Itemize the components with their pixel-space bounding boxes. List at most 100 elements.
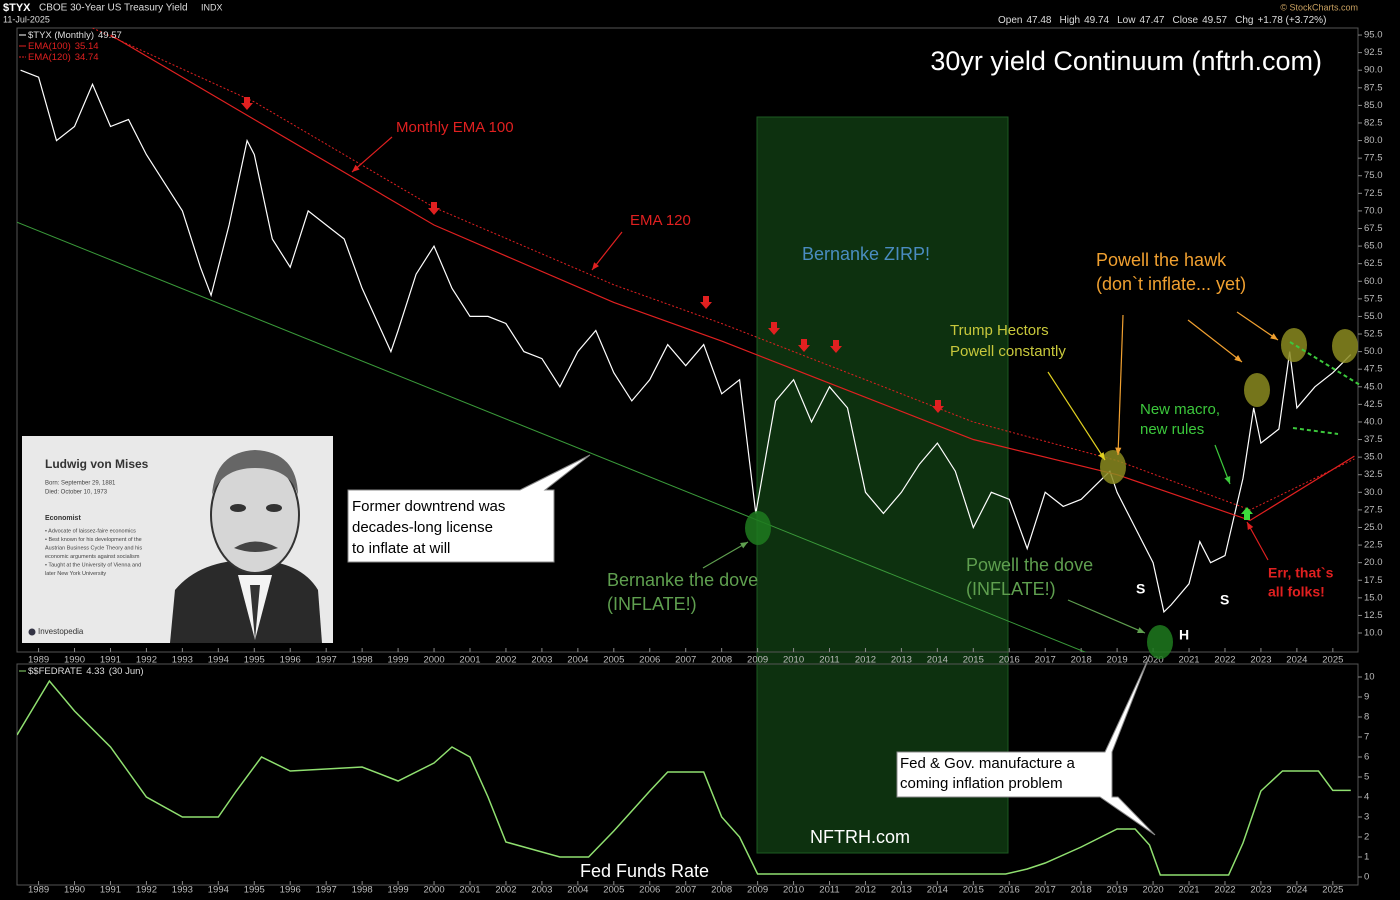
y-tick-label: 9 [1364, 692, 1369, 703]
brand-icon [28, 628, 36, 636]
highlight [1332, 329, 1358, 363]
pointer-head [1224, 476, 1231, 484]
pointer-head [352, 164, 360, 172]
pointer-head [740, 542, 748, 549]
legend-entry: EMA(100) 35.14 [28, 41, 99, 52]
annotation: EMA 120 [630, 212, 691, 229]
x-tick-label: 2015 [963, 655, 984, 666]
x-tick-label: 2010 [783, 885, 804, 896]
x-tick-label: 2020 [1143, 885, 1164, 896]
x-tick-label: 2004 [567, 655, 588, 666]
down-arrow [428, 202, 440, 215]
series-line [17, 679, 1351, 876]
y-tick-label: 15.0 [1364, 592, 1383, 603]
y-tick-label: 85.0 [1364, 100, 1383, 111]
portrait-eye [230, 504, 246, 512]
y-tick-label: 27.5 [1364, 504, 1383, 515]
x-tick-label: 1992 [136, 655, 157, 666]
y-tick-label: 52.5 [1364, 329, 1383, 340]
quote-value: 47.48 [1026, 15, 1051, 26]
fed-frame [16, 663, 1359, 886]
annotation: H [1179, 627, 1189, 643]
x-tick-label: 1989 [28, 885, 49, 896]
down-arrow [241, 97, 253, 110]
x-tick-label: 2013 [891, 655, 912, 666]
quote-value: 49.57 [1202, 15, 1227, 26]
pointer-head [1247, 522, 1254, 530]
legend-entry: $$FEDRATE 4.33 (30 Jun) [28, 666, 144, 677]
annotation: S [1136, 581, 1145, 597]
annotation: Err, that`s [1268, 565, 1334, 581]
y-tick-label: 22.5 [1364, 540, 1383, 551]
x-tick-label: 2005 [603, 655, 624, 666]
x-tick-label: 2021 [1178, 655, 1199, 666]
x-tick-label: 2007 [675, 655, 696, 666]
legend-name: EMA(100) [28, 41, 71, 52]
pointer-line [351, 136, 393, 173]
x-tick-label: 2006 [639, 885, 660, 896]
quote-value: 49.74 [1084, 15, 1109, 26]
x-tick-label: 1990 [64, 655, 85, 666]
y-tick-label: 35.0 [1364, 452, 1383, 463]
down-arrow [700, 296, 712, 309]
y-tick-label: 12.5 [1364, 610, 1383, 621]
pointer-line [1047, 371, 1106, 461]
x-tick-label: 1996 [280, 655, 301, 666]
annotation: Trump Hectors [950, 322, 1049, 339]
legend-entry: $TYX (Monthly) 49.57 [28, 30, 122, 41]
pointer-head [1270, 333, 1278, 340]
annotation: Former downtrend was [352, 498, 505, 515]
highlight [1281, 328, 1307, 362]
annotation: Powell constantly [950, 343, 1066, 360]
x-tick-label: 1997 [316, 655, 337, 666]
x-tick-label: 2009 [747, 885, 768, 896]
annotation: (INFLATE!) [607, 594, 697, 614]
pointer-line [1187, 319, 1243, 363]
x-tick-label: 1995 [244, 655, 265, 666]
pointer-head [1137, 627, 1145, 633]
x-tick-label: 1989 [28, 655, 49, 666]
callout-box [896, 654, 1156, 836]
x-tick-label: 2002 [495, 655, 516, 666]
annotation: coming inflation problem [900, 775, 1063, 792]
annotation: Fed Funds Rate [580, 861, 709, 881]
dashed-trend [1292, 427, 1339, 435]
portrait-mustache [234, 541, 278, 552]
x-tick-label: 2006 [639, 655, 660, 666]
symbol: $TYX [3, 2, 31, 14]
card-role: Economist [45, 515, 81, 522]
annotation: Powell the dove [966, 555, 1093, 575]
x-tick-label: 2024 [1286, 885, 1307, 896]
zirp-shade [756, 116, 1009, 854]
annotation: new rules [1140, 421, 1204, 438]
x-tick-label: 1995 [244, 885, 265, 896]
pointer-head [1098, 452, 1105, 460]
y-tick-label: 10 [1364, 672, 1375, 683]
x-tick-label: 2001 [459, 655, 480, 666]
quote-label: Chg [1235, 15, 1253, 26]
x-tick-label: 2014 [927, 655, 948, 666]
x-tick-label: 2004 [567, 885, 588, 896]
source: © StockCharts.com [1280, 2, 1358, 12]
y-tick-label: 72.5 [1364, 188, 1383, 199]
y-tick-label: 0 [1364, 872, 1369, 883]
legend-value: 34.74 [75, 52, 99, 63]
x-tick-label: 2018 [1071, 655, 1092, 666]
annotation: Powell the hawk [1096, 250, 1227, 270]
y-tick-label: 62.5 [1364, 258, 1383, 269]
x-tick-label: 2003 [531, 655, 552, 666]
legend-entry: EMA(120) 34.74 [28, 52, 99, 63]
x-tick-label: 2011 [819, 885, 839, 896]
y-tick-label: 50.0 [1364, 346, 1383, 357]
y-tick-label: 4 [1364, 792, 1369, 803]
pointer-line [702, 541, 749, 569]
legend-name: EMA(120) [28, 52, 71, 63]
legend-value: 35.14 [75, 41, 99, 52]
down-arrow [932, 400, 944, 413]
x-tick-label: 2014 [927, 885, 948, 896]
card-bullet: Austrian Business Cycle Theory and his [45, 545, 142, 551]
annotation: all folks! [1268, 584, 1325, 600]
x-tick-label: 2002 [495, 885, 516, 896]
date: 11-Jul-2025 [3, 14, 50, 24]
card-died: Died: October 10, 1973 [45, 490, 108, 496]
